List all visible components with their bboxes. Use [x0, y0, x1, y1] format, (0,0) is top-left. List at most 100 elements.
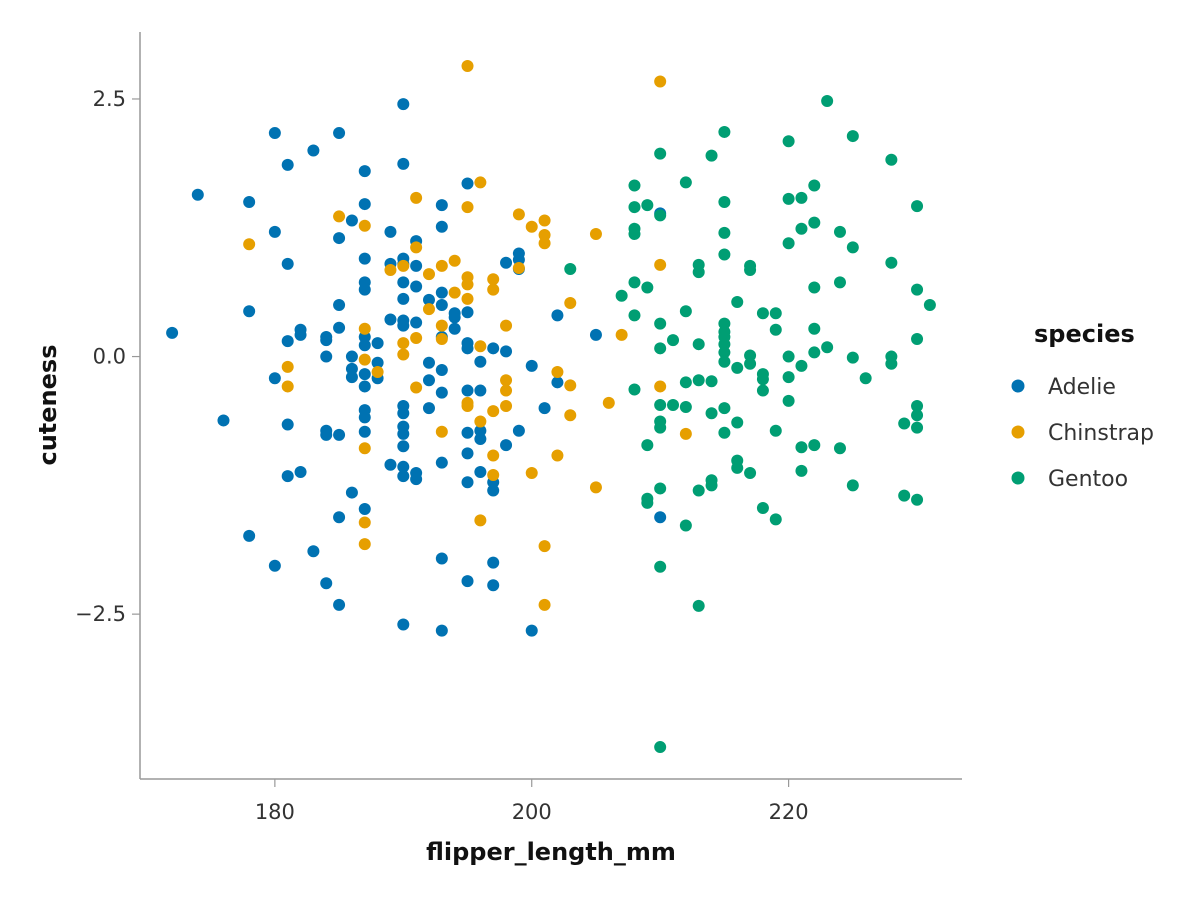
- data-point-adelie: [435, 286, 448, 299]
- data-point-adelie: [461, 177, 474, 190]
- data-point-adelie: [487, 484, 500, 497]
- data-point-adelie: [474, 432, 487, 445]
- data-point-chinstrap: [525, 466, 538, 479]
- data-point-chinstrap: [435, 333, 448, 346]
- data-point-chinstrap: [564, 409, 577, 422]
- data-point-adelie: [397, 407, 410, 420]
- data-point-gentoo: [782, 237, 795, 250]
- data-point-chinstrap: [358, 322, 371, 335]
- data-point-gentoo: [641, 496, 654, 509]
- data-point-gentoo: [705, 149, 718, 162]
- data-point-gentoo: [782, 192, 795, 205]
- data-point-chinstrap: [487, 405, 500, 418]
- data-point-chinstrap: [448, 254, 461, 267]
- data-point-adelie: [461, 342, 474, 355]
- data-point-chinstrap: [474, 340, 487, 353]
- data-point-adelie: [397, 276, 410, 289]
- data-point-gentoo: [692, 484, 705, 497]
- data-point-gentoo: [833, 276, 846, 289]
- data-point-gentoo: [654, 147, 667, 160]
- data-point-gentoo: [744, 357, 757, 370]
- data-point-adelie: [397, 618, 410, 631]
- data-point-chinstrap: [358, 219, 371, 232]
- data-point-gentoo: [692, 266, 705, 279]
- data-point-adelie: [358, 339, 371, 352]
- data-point-adelie: [422, 402, 435, 415]
- data-point-gentoo: [718, 338, 731, 351]
- data-point-adelie: [435, 199, 448, 212]
- x-tick-label: 180: [255, 800, 295, 824]
- data-point-adelie: [345, 214, 358, 227]
- data-point-gentoo: [679, 401, 692, 414]
- data-point-adelie: [397, 470, 410, 483]
- data-point-chinstrap: [243, 238, 256, 251]
- data-point-adelie: [294, 465, 307, 478]
- data-point-gentoo: [628, 201, 641, 214]
- data-point-gentoo: [885, 357, 898, 370]
- y-tick-label: −2.5: [75, 602, 126, 626]
- data-point-gentoo: [911, 283, 924, 296]
- data-point-adelie: [474, 384, 487, 397]
- data-point-gentoo: [654, 342, 667, 355]
- data-point-gentoo: [821, 95, 834, 108]
- data-point-adelie: [320, 334, 333, 347]
- data-point-chinstrap: [654, 75, 667, 88]
- legend-marker-chinstrap: [1011, 425, 1025, 439]
- data-point-gentoo: [654, 560, 667, 573]
- data-point-adelie: [512, 424, 525, 437]
- data-point-gentoo: [795, 191, 808, 204]
- data-point-gentoo: [756, 373, 769, 386]
- legend: species Adelie Chinstrap Gentoo: [1011, 320, 1154, 492]
- data-point-adelie: [397, 319, 410, 332]
- x-tick-label: 220: [769, 800, 809, 824]
- legend-label-gentoo: Gentoo: [1048, 467, 1128, 492]
- data-point-chinstrap: [654, 380, 667, 393]
- data-point-chinstrap: [474, 415, 487, 428]
- data-point-adelie: [461, 575, 474, 588]
- data-point-adelie: [474, 465, 487, 478]
- y-axis-title: cuteness: [34, 345, 62, 466]
- data-point-chinstrap: [422, 303, 435, 316]
- data-point-gentoo: [756, 502, 769, 515]
- data-point-adelie: [525, 359, 538, 372]
- data-point-adelie: [410, 316, 423, 329]
- data-point-gentoo: [692, 374, 705, 387]
- data-point-gentoo: [654, 741, 667, 754]
- data-point-gentoo: [718, 248, 731, 261]
- data-point-adelie: [333, 511, 346, 524]
- data-point-adelie: [358, 198, 371, 211]
- data-point-gentoo: [692, 338, 705, 351]
- data-point-gentoo: [898, 417, 911, 430]
- data-point-adelie: [397, 157, 410, 170]
- data-point-gentoo: [705, 479, 718, 492]
- data-point-gentoo: [821, 341, 834, 354]
- data-point-chinstrap: [435, 259, 448, 272]
- data-point-gentoo: [769, 424, 782, 437]
- data-point-adelie: [461, 426, 474, 439]
- data-point-adelie: [358, 165, 371, 178]
- data-point-gentoo: [731, 361, 744, 374]
- data-point-gentoo: [911, 333, 924, 346]
- data-point-gentoo: [731, 416, 744, 429]
- data-point-chinstrap: [281, 380, 294, 393]
- data-point-gentoo: [808, 322, 821, 335]
- data-point-adelie: [371, 356, 384, 369]
- data-point-adelie: [435, 624, 448, 637]
- data-point-adelie: [307, 545, 320, 558]
- data-point-gentoo: [846, 479, 859, 492]
- data-point-adelie: [294, 328, 307, 341]
- data-point-gentoo: [718, 402, 731, 415]
- data-point-adelie: [435, 299, 448, 312]
- data-point-gentoo: [885, 153, 898, 166]
- data-point-gentoo: [667, 334, 680, 347]
- data-point-chinstrap: [551, 366, 564, 379]
- data-point-gentoo: [782, 350, 795, 363]
- data-point-chinstrap: [615, 328, 628, 341]
- data-point-gentoo: [911, 493, 924, 506]
- data-point-adelie: [474, 355, 487, 368]
- data-point-adelie: [410, 280, 423, 293]
- data-point-gentoo: [911, 200, 924, 213]
- data-point-adelie: [500, 256, 513, 269]
- data-point-chinstrap: [500, 384, 513, 397]
- data-point-adelie: [243, 196, 256, 209]
